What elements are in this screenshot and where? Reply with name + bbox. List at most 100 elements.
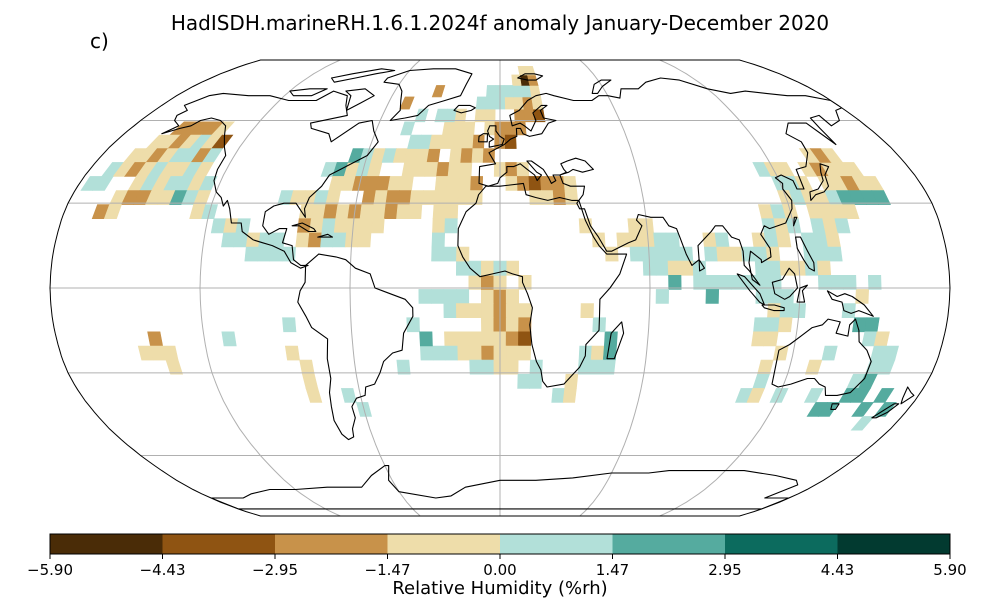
grid-cell bbox=[484, 108, 496, 123]
coastline-novaya-zemlya bbox=[591, 79, 612, 94]
grid-cell bbox=[320, 232, 335, 248]
coastline-uk bbox=[487, 125, 505, 148]
grid-cell bbox=[562, 388, 577, 403]
grid-cell bbox=[432, 345, 446, 361]
colorbar-tick-label: 4.43 bbox=[821, 561, 854, 579]
coastline-java bbox=[761, 304, 785, 312]
grid-cell bbox=[667, 260, 682, 276]
coastline-canadian-arctic-1 bbox=[289, 88, 328, 97]
grid-cell bbox=[92, 176, 114, 191]
coastline-africa bbox=[457, 182, 628, 388]
grid-cell bbox=[468, 275, 482, 290]
grid-cell bbox=[333, 218, 349, 234]
grid-cell bbox=[504, 96, 515, 110]
colorbar-swatches bbox=[50, 534, 951, 554]
coastline-ireland bbox=[478, 133, 489, 143]
grid-cell bbox=[653, 232, 668, 248]
grid-cell bbox=[505, 317, 520, 333]
colorbar-swatch bbox=[612, 534, 726, 554]
grid-cell bbox=[668, 275, 682, 290]
grid-cell bbox=[444, 218, 458, 234]
grid-cell bbox=[436, 162, 450, 177]
grid-cell bbox=[806, 402, 828, 417]
grid-cell bbox=[468, 303, 482, 318]
grid-cell bbox=[103, 204, 122, 219]
coastline-sulawesi bbox=[796, 284, 808, 303]
grid-cell bbox=[703, 246, 719, 262]
grid-cell bbox=[409, 190, 424, 205]
grid-cell bbox=[481, 359, 495, 375]
grid-cell bbox=[460, 148, 474, 163]
grid-cell bbox=[445, 190, 460, 205]
grid-cell bbox=[830, 275, 845, 290]
grid-cell bbox=[450, 134, 464, 149]
colorbar-tick-label: −2.95 bbox=[252, 561, 298, 579]
grid-cell bbox=[235, 218, 251, 234]
grid-cell bbox=[431, 232, 446, 248]
grid-cell bbox=[396, 204, 411, 219]
grid-cell bbox=[872, 388, 895, 403]
grid-cell bbox=[803, 246, 818, 262]
grid-cell bbox=[432, 204, 447, 219]
coastline-new-guinea bbox=[826, 290, 874, 317]
grid-cell bbox=[444, 331, 458, 347]
grid-cell bbox=[524, 66, 536, 76]
grid-cell bbox=[504, 121, 517, 136]
grid-cell bbox=[305, 388, 323, 403]
grid-cell bbox=[728, 246, 744, 262]
grid-cell bbox=[418, 289, 432, 304]
grid-cell bbox=[459, 162, 473, 177]
grid-cell bbox=[449, 148, 463, 163]
grid-cell bbox=[295, 232, 310, 248]
grid-cell bbox=[426, 148, 441, 163]
grid-cell bbox=[444, 345, 458, 361]
figure-title: HadISDH.marineRH.1.6.1.2024f anomaly Jan… bbox=[171, 11, 829, 35]
grid-cell bbox=[754, 260, 769, 276]
grid-cell bbox=[385, 190, 401, 205]
coastline-taiwan bbox=[793, 216, 798, 227]
colorbar-tick-label: 1.47 bbox=[596, 561, 629, 579]
grid-cell bbox=[718, 275, 732, 290]
colorbar-ticks: −5.90 −4.43 −2.95 −1.47 0.00 1.47 2.95 4.43 5.90 bbox=[27, 554, 967, 579]
grid-cell bbox=[462, 121, 476, 136]
grid-cell bbox=[817, 260, 832, 276]
grid-cell bbox=[456, 331, 470, 347]
grid-cell bbox=[680, 260, 694, 276]
grid-cell bbox=[540, 190, 555, 205]
grid-cell bbox=[763, 232, 779, 248]
coastline-tasmania bbox=[830, 403, 840, 410]
grid-cell bbox=[505, 345, 519, 361]
grid-cell bbox=[358, 218, 373, 234]
grid-cell bbox=[804, 260, 819, 276]
grid-cell bbox=[551, 388, 566, 403]
grid-cell bbox=[371, 204, 387, 219]
grid-cell bbox=[359, 204, 375, 219]
grid-cell bbox=[705, 289, 720, 304]
grid-cell bbox=[702, 232, 718, 248]
colorbar-tick-label: −5.90 bbox=[27, 561, 73, 579]
grid-cell bbox=[446, 176, 460, 191]
grid-cell bbox=[475, 96, 487, 110]
grid-cell bbox=[469, 359, 483, 375]
grid-cell bbox=[458, 176, 472, 191]
colorbar-tick-label: 2.95 bbox=[708, 561, 741, 579]
grid-cell bbox=[461, 134, 475, 149]
grid-cell bbox=[443, 289, 457, 304]
grid-cell bbox=[481, 275, 495, 290]
grid-cell bbox=[373, 190, 389, 205]
grid-cell bbox=[307, 232, 323, 248]
grid-cell bbox=[820, 148, 844, 163]
grid-cell bbox=[871, 190, 891, 205]
colorbar-swatch bbox=[162, 534, 276, 554]
grid-cell bbox=[221, 232, 237, 248]
coastline-south-america bbox=[297, 253, 414, 441]
grid-cell bbox=[335, 204, 351, 219]
grid-cell bbox=[765, 317, 781, 333]
grid-cell bbox=[665, 232, 680, 248]
grid-cell bbox=[421, 190, 436, 205]
grid-cell bbox=[864, 317, 880, 333]
grid-cell bbox=[481, 331, 495, 347]
grid-cell bbox=[434, 176, 449, 191]
grid-cell bbox=[518, 331, 532, 347]
grid-cell bbox=[433, 190, 448, 205]
